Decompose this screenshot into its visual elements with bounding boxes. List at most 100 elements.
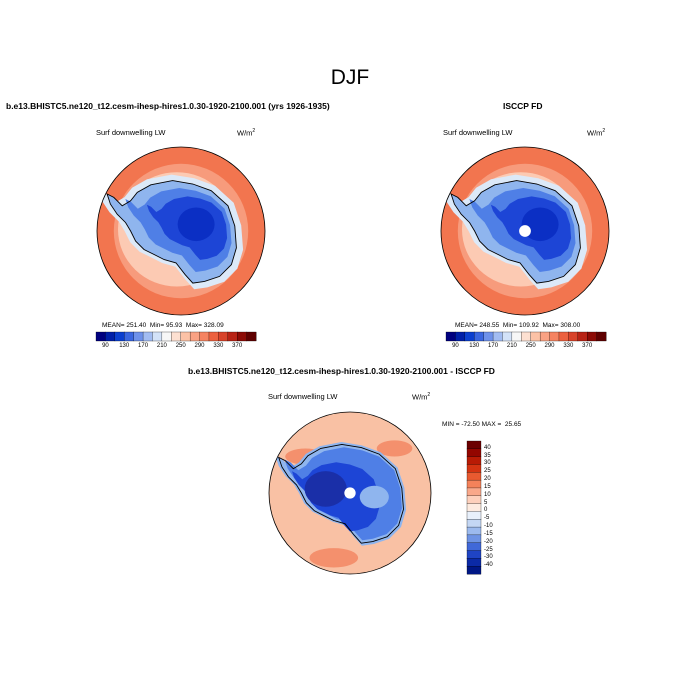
panel2-colorbar-tick: 290 xyxy=(544,343,555,349)
panel2-colorbar-swatch xyxy=(577,331,588,342)
panel2-colorbar-swatch xyxy=(521,331,532,342)
panel1-colorbar-swatch xyxy=(246,331,257,342)
panel3-colorbar-swatch xyxy=(466,456,482,465)
panel2-colorbar-swatch xyxy=(549,331,560,342)
panel2-field xyxy=(441,147,609,315)
panel1-colorbar-swatch xyxy=(180,331,191,342)
panel2-boundary xyxy=(440,146,610,316)
panel1-variable-label: Surf downwelling LW xyxy=(96,128,166,137)
panel2-coastline xyxy=(450,180,581,284)
panel2-colorbar-swatch xyxy=(474,331,485,342)
panel1-colorbar-swatch xyxy=(161,331,172,342)
panel3-units-exp: 2 xyxy=(427,392,431,398)
panel1-colorbar-tick: 370 xyxy=(232,343,243,349)
panel1-title: b.e13.BHISTC5.ne120_t12.cesm-ihesp-hires… xyxy=(6,101,330,111)
panel1-units: W/m2 xyxy=(237,128,255,138)
panel1-colorbar-tick: 290 xyxy=(194,343,205,349)
panel3-colorbar-swatch xyxy=(466,519,482,528)
panel1-max-label: Max= xyxy=(185,322,202,329)
panel2-colorbar-swatch xyxy=(483,331,494,342)
panel2-units-exp: 2 xyxy=(602,128,606,134)
panel2-colorbar-tick: 170 xyxy=(488,343,499,349)
panel2-colorbar-swatch xyxy=(464,331,475,342)
panel2-colorbar-swatch xyxy=(492,331,503,342)
panel2-colorbar-swatch xyxy=(502,331,513,342)
panel1-field xyxy=(97,147,265,315)
panel2-min-value: 109.92 xyxy=(519,322,539,329)
panel2-title: ISCCP FD xyxy=(503,101,543,111)
panel1-mean-label: MEAN= xyxy=(102,322,125,329)
panel3-max-value: 25.65 xyxy=(504,421,522,428)
panel2-map xyxy=(440,146,610,316)
panel1-min-label: Min= xyxy=(149,322,165,329)
panel2-colorbar-tick: 250 xyxy=(525,343,536,349)
panel3-colorbar-tick: -5 xyxy=(484,515,490,522)
panel3-colorbar-swatch xyxy=(466,558,482,567)
panel2-colorbar-swatch xyxy=(568,331,579,342)
panel2-colorbar-tick: 90 xyxy=(452,343,459,349)
panel1-colorbar-swatch xyxy=(189,331,200,342)
panel1-colorbar-tick: 90 xyxy=(102,343,109,349)
panel3-colorbar-tick: -15 xyxy=(484,530,493,537)
panel3-coastline xyxy=(277,443,404,544)
panel3-colorbar-swatch xyxy=(466,440,482,450)
panel1-colorbar-swatch xyxy=(227,331,238,342)
panel1-colorbar xyxy=(95,331,257,342)
panel2-colorbar-swatch xyxy=(539,331,550,342)
panel1-colorbar-swatch xyxy=(95,331,106,342)
panel1-colorbar-swatch xyxy=(171,331,182,342)
panel3-colorbar-swatch xyxy=(466,566,482,575)
panel1-colorbar-tick: 330 xyxy=(213,343,224,349)
panel3-colorbar-tick: -25 xyxy=(484,546,493,553)
panel2-colorbar-swatch xyxy=(596,331,607,342)
panel3-stats: MIN = -72.50 MAX = 25.65 xyxy=(442,421,521,428)
panel1-land-deepest xyxy=(177,207,215,242)
page-title: DJF xyxy=(330,66,370,89)
panel3-diff-light-patch xyxy=(359,485,389,509)
panel3-colorbar-tick: 20 xyxy=(484,476,491,483)
panel2-colorbar-swatch xyxy=(530,331,541,342)
panel3-units: W/m2 xyxy=(412,392,430,402)
panel1-colorbar-tick: 170 xyxy=(138,343,149,349)
panel3-min-label: MIN = xyxy=(442,421,460,428)
panel3-colorbar-swatch xyxy=(466,511,482,520)
panel1-units-base: W/m xyxy=(237,128,253,138)
panel1-map xyxy=(96,146,266,316)
panel2-colorbar-tick: 330 xyxy=(563,343,574,349)
panel2-units-base: W/m xyxy=(587,128,603,138)
panel3-colorbar-tick: -40 xyxy=(484,562,493,569)
panel2-max-label: Max= xyxy=(542,322,559,329)
panel1-boundary xyxy=(96,146,266,316)
panel3-units-base: W/m xyxy=(412,392,428,402)
panel1-colorbar-swatch xyxy=(218,331,229,342)
panel3-colorbar-tick: -30 xyxy=(484,554,493,561)
panel2-colorbar-swatch xyxy=(558,331,569,342)
panel3-colorbar-tick: 5 xyxy=(484,499,488,506)
panel3-diff-warm-2 xyxy=(376,440,413,457)
panel1-max-value: 328.09 xyxy=(203,322,224,329)
panel1-coastline xyxy=(106,180,237,284)
panel1-units-exp: 2 xyxy=(252,128,256,134)
panel2-colorbar-tick: 370 xyxy=(582,343,593,349)
panel3-colorbar-swatch xyxy=(466,464,482,473)
panel1-stats: MEAN= 251.40 Min= 95.93 Max= 328.09 xyxy=(102,322,224,329)
panel2-colorbar xyxy=(445,331,607,342)
panel1-mean-value: 251.40 xyxy=(126,322,147,329)
panel1-colorbar-swatch xyxy=(142,331,153,342)
panel2-stats: MEAN= 248.55 Min= 109.92 Max= 308.00 xyxy=(455,322,580,329)
panel3-min-value: -72.50 xyxy=(461,421,480,428)
panel3-colorbar-tick: 25 xyxy=(484,468,491,475)
panel2-min-label: Min= xyxy=(502,322,518,329)
panel3-boundary xyxy=(268,411,432,575)
panel3-colorbar-swatch xyxy=(466,472,482,481)
panel3-colorbar-tick: -20 xyxy=(484,538,493,545)
panel2-colorbar-tick: 130 xyxy=(469,343,480,349)
panel2-colorbar-swatch xyxy=(445,331,456,342)
panel3-colorbar-swatch xyxy=(466,487,482,497)
panel3-max-label: MAX = xyxy=(481,421,502,428)
panel3-colorbar xyxy=(466,440,482,575)
panel1-colorbar-tick: 130 xyxy=(119,343,130,349)
panel3-colorbar-swatch xyxy=(466,534,482,544)
panel2-max-value: 308.00 xyxy=(560,322,581,329)
